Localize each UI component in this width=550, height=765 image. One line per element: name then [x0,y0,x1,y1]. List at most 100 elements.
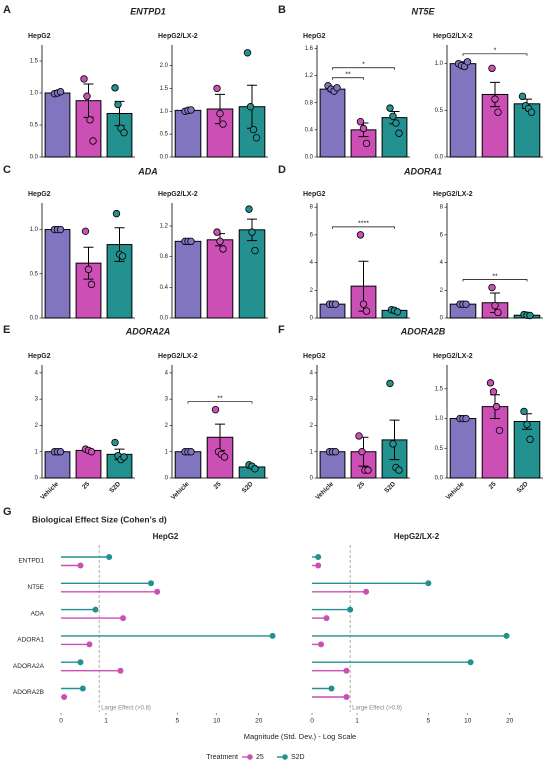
x-tick-label: S2D [241,480,255,494]
x-tick-label: 5 [427,718,431,725]
data-point [89,137,97,145]
data-point [187,448,195,456]
y-tick-label: 1.0 [435,61,444,67]
y-tick-label: 1.0 [435,416,444,422]
panel-title: NT5E [411,6,435,16]
bar [174,109,202,158]
data-point [87,280,96,289]
data-point [252,134,261,142]
x-tick-label: S2D [516,480,530,494]
error-bar [389,419,400,461]
lollipop-head [77,659,84,666]
bar [319,451,346,479]
significance-label: ** [217,396,223,403]
y-tick-label: 1.2 [305,73,314,79]
data-point [216,237,224,246]
significance-bracket [462,53,528,56]
lollipop-head [269,632,276,639]
data-point [245,205,253,213]
data-point [520,407,528,416]
data-point [489,388,498,396]
data-point [251,246,259,255]
data-point [526,311,534,320]
x-tick-label: 25 [213,480,223,490]
lollipop-head [363,588,370,595]
data-point [213,228,221,236]
y-tick-label: 0.0 [30,316,39,322]
lollipop-head [343,667,350,674]
data-point [462,414,470,423]
y-tick-label: ENTPD1 [18,558,44,565]
bar [319,88,346,158]
x-tick-label: 0 [59,718,63,725]
y-tick-label: 0.4 [305,127,314,133]
x-tick-label: 25 [488,480,498,490]
data-point [492,402,501,411]
data-point [488,283,496,292]
lollipop-head [148,580,155,587]
y-tick-label: 1 [310,449,314,455]
data-point [111,84,119,92]
lollipop-head [343,694,350,700]
data-point [251,465,259,473]
x-tick-label: 10 [213,718,221,725]
data-point [527,108,536,116]
lollipop-head [503,632,510,639]
significance-bracket [332,226,395,229]
y-tick-label: 0 [35,476,39,482]
y-tick-label: 1.0 [160,109,169,115]
data-point [56,448,65,456]
data-point [358,448,366,456]
data-point [187,237,195,246]
panel-title: ADORA1 [403,166,442,176]
data-point [526,435,534,444]
panel-letter: F [278,324,285,336]
x-tick-label: 1 [355,718,359,725]
lollipop-head [106,554,113,560]
data-point [84,265,93,274]
facet-name: HepG2/LX-2 [158,33,198,40]
y-tick-label: 2 [310,288,314,294]
panel-letter: A [3,4,11,16]
data-point [395,466,403,474]
y-tick-label: 1.5 [160,86,169,92]
lollipop-head [328,685,335,692]
lollipop-head [79,685,86,692]
data-point [392,119,400,127]
data-point [249,125,258,134]
facet-name: HepG2/LX-2 [433,353,473,360]
bar [44,451,71,479]
x-axis-label: Magnitude (Std. Dev.) - Log Scale [244,732,356,741]
y-tick-label: 8 [310,205,314,211]
lollipop-head [61,694,68,700]
facet-name: HepG2 [303,353,326,360]
y-tick-label: 4 [310,370,314,376]
lollipop-head [467,659,474,666]
data-point [246,103,255,111]
legend-title: Treatment [206,754,238,761]
y-tick-label: 0.5 [30,123,39,129]
data-point [111,438,119,447]
facet-name: HepG2/LX-2 [433,33,473,40]
lollipop-head [347,606,354,613]
data-point [331,448,340,456]
facet-name: HepG2/LX-2 [433,191,473,198]
significance-bracket [462,279,528,282]
error-bar [83,246,94,280]
y-tick-label: 4 [310,260,314,266]
x-tick-label: 1 [104,718,108,725]
data-point [359,300,368,308]
panel-letter: E [3,324,10,336]
y-tick-label: 1 [35,449,39,455]
legend-swatch [247,754,253,760]
x-tick-label: 20 [255,718,263,725]
y-tick-label: 1.0 [30,227,39,233]
panel-title: ADORA2B [400,326,446,336]
panel-letter: G [3,506,12,518]
y-tick-label: ADORA1 [17,637,44,644]
facet-name: HepG2 [28,353,51,360]
data-point [488,64,496,73]
x-tick-label: S2D [108,480,122,494]
y-tick-label: 0.5 [435,108,444,114]
